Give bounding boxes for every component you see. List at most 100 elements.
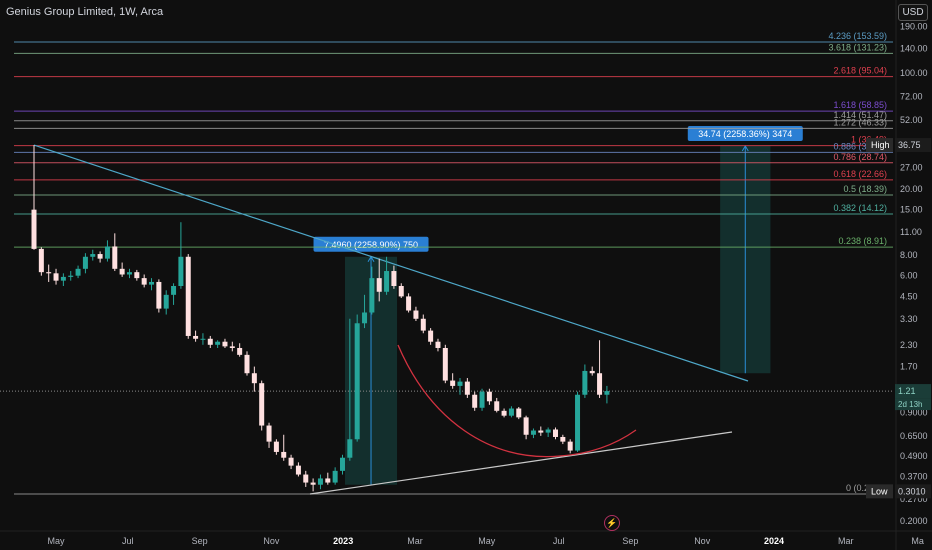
candle-body[interactable] [31,209,37,249]
candle-body[interactable] [428,330,434,342]
candle-body[interactable] [119,268,125,275]
candle-body[interactable] [281,451,287,458]
candle-body[interactable] [332,470,338,483]
candle-body[interactable] [46,272,52,274]
candle-body[interactable] [486,391,492,402]
candle-body[interactable] [259,383,265,426]
candle-body[interactable] [398,285,404,297]
candle-body[interactable] [112,246,118,269]
candle-body[interactable] [450,380,456,386]
candle-body[interactable] [501,410,507,416]
fib-level-label: 0.5 (18.39) [843,184,887,194]
candle-body[interactable] [215,341,221,345]
candle-body[interactable] [567,441,573,451]
measure-label-box [687,125,803,141]
candle-body[interactable] [295,465,301,475]
candle-body[interactable] [339,457,345,471]
candle-body[interactable] [38,248,44,273]
candle-body[interactable] [516,408,522,418]
candle-body[interactable] [406,296,412,311]
candle-body[interactable] [362,312,368,324]
fib-level-label: 2.618 (95.04) [833,66,887,76]
candle-body[interactable] [185,256,191,336]
candle-body[interactable] [457,381,463,386]
candle-body[interactable] [575,394,581,451]
candle-body[interactable] [193,335,199,339]
candle-body[interactable] [552,429,558,437]
time-axis-label: Ma [911,536,924,546]
candle-body[interactable] [597,373,603,395]
candle-body[interactable] [538,430,544,433]
candle-body[interactable] [384,271,390,292]
candle-body[interactable] [229,346,235,348]
candle-body[interactable] [178,256,184,286]
fib-level-label: 0.886 (33.23) [833,141,887,151]
candle-body[interactable] [560,436,566,442]
candle-body[interactable] [82,256,88,269]
candle-body[interactable] [413,310,419,319]
candle-body[interactable] [207,338,213,345]
candle-body[interactable] [251,373,257,384]
candle-body[interactable] [288,457,294,466]
candle-body[interactable] [310,482,316,485]
time-axis-label: 2023 [333,536,353,546]
candle-body[interactable] [126,272,132,275]
last-price-value: 1.21 [898,386,916,396]
flash-icon[interactable]: ⚡ [604,515,620,531]
candle-body[interactable] [171,285,177,295]
high-tag-box [866,138,893,153]
candle-body[interactable] [545,429,551,433]
candle-body[interactable] [435,341,441,348]
candle-body[interactable] [273,441,279,452]
candle-body[interactable] [589,370,595,374]
candle-body[interactable] [376,278,382,292]
candle-body[interactable] [472,394,478,408]
candle-body[interactable] [244,354,250,374]
ascending-trendline[interactable] [309,431,733,495]
time-axis-label: 2024 [764,536,784,546]
fib-level-label: 3.618 (131.23) [828,42,887,52]
candle-body[interactable] [134,272,140,279]
candle-body[interactable] [75,268,81,276]
candle-body[interactable] [420,318,426,331]
candle-body[interactable] [222,341,228,347]
candle-body[interactable] [53,273,59,281]
fib-level-label: 1.618 (58.85) [833,100,887,110]
candle-body[interactable] [97,254,103,259]
candle-body[interactable] [104,246,110,259]
candle-body[interactable] [60,276,66,281]
candle-body[interactable] [266,425,272,442]
candle-body[interactable] [237,347,243,355]
fib-level-label: 0.238 (8.91) [838,236,887,246]
candle-body[interactable] [68,275,74,277]
descending-trendline[interactable] [33,144,749,382]
candle-body[interactable] [303,474,309,483]
candle-body[interactable] [523,417,529,435]
candle-body[interactable] [325,478,331,483]
candle-body[interactable] [508,408,514,416]
candle-body[interactable] [156,281,162,309]
candle-body[interactable] [479,391,485,408]
currency-button[interactable]: USD [898,4,928,21]
candle-body[interactable] [200,338,206,340]
candle-body[interactable] [582,370,588,395]
candle-body[interactable] [141,278,147,285]
candle-body[interactable] [391,271,397,286]
candle-body[interactable] [347,439,353,458]
candle-body[interactable] [369,278,375,313]
price-axis-label: 0.2000 [900,516,928,526]
price-axis-label: 2.30 [900,340,918,350]
candle-body[interactable] [163,294,169,309]
candle-body[interactable] [442,347,448,381]
candle-body[interactable] [354,323,360,440]
candle-body[interactable] [604,391,610,395]
candle-body[interactable] [317,478,323,485]
candle-body[interactable] [494,401,500,411]
candle-body[interactable] [149,281,155,285]
candle-body[interactable] [530,430,536,435]
measure-label: 7.4960 (2258.90%) 750 [324,240,418,250]
rounding-bottom-curve[interactable] [397,344,637,458]
candle-body[interactable] [464,381,470,395]
candle-body[interactable] [90,254,96,257]
